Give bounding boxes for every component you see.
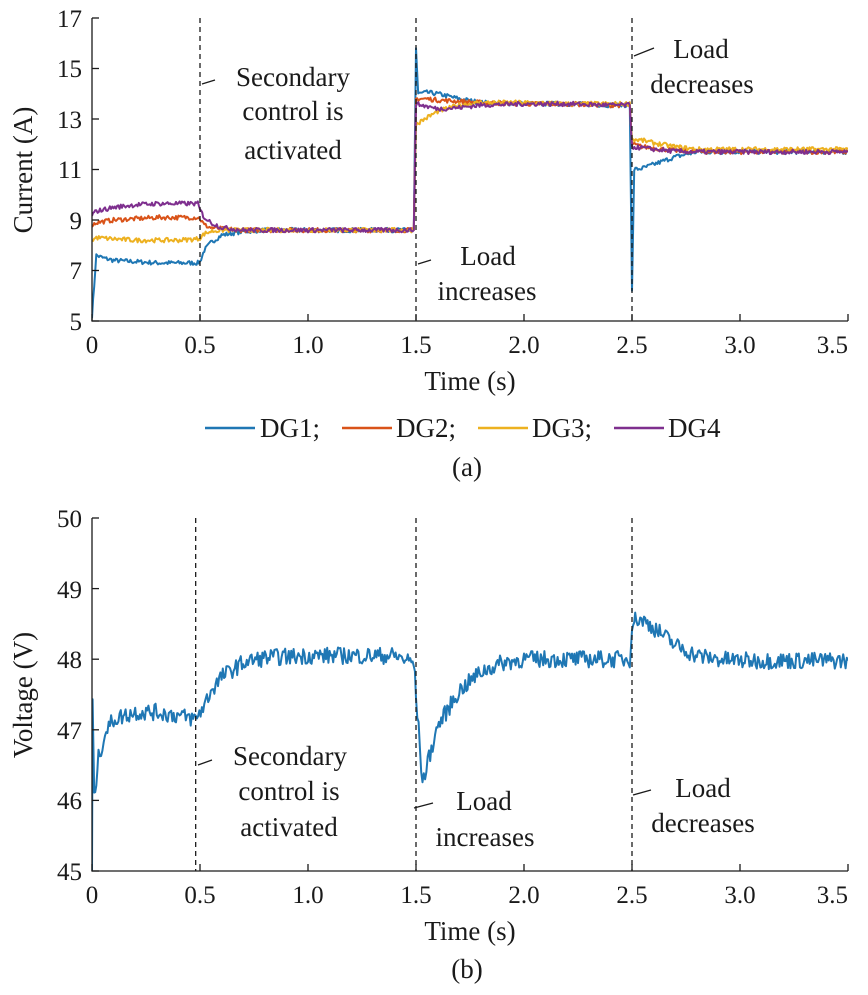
chart-b-annotation-line: activated (240, 812, 338, 842)
chart-a-x-tick-labels: 0 0.5 1.0 1.5 2.0 2.5 3.0 3.5 (86, 332, 848, 359)
chart-b-x-tick-labels: 0 0.5 1.0 1.5 2.0 2.5 3.0 3.5 (86, 882, 848, 909)
chart-b: 45 46 47 48 49 50 0 0.5 1.0 1.5 2.0 2.5 … (8, 506, 849, 984)
chart-b-xtick-label: 0 (86, 882, 99, 909)
chart-b-xtick-label: 1.5 (400, 882, 431, 909)
chart-a-xtick-label: 3.5 (817, 332, 848, 359)
chart-a-xtick-label: 0 (86, 332, 99, 359)
legend-label-dg2: DG2; (396, 413, 456, 443)
chart-a-annotation-line: increases (438, 276, 537, 306)
chart-a-xtick-label: 2.5 (616, 332, 647, 359)
chart-a-annotation-line: control is (242, 96, 343, 126)
chart-b-series-1 (92, 611, 848, 871)
chart-b-ytick-label: 45 (57, 859, 82, 886)
chart-b-xtick-label: 3.5 (817, 882, 848, 909)
chart-b-annotation-line: Secondary (233, 741, 347, 771)
chart-b-ytick-label: 47 (57, 718, 82, 745)
chart-b-annotation-line: Load (456, 786, 512, 816)
chart-b-xtick-label: 3.0 (724, 882, 755, 909)
chart-a-annotation-line: Load (460, 241, 516, 271)
chart-a-xtick-label: 1.0 (292, 332, 323, 359)
chart-a-annotation-secondary: Secondary control is activated (236, 62, 350, 165)
chart-a-annotation-line: decreases (650, 69, 753, 99)
chart-a-y-axis-title: Current (A) (8, 107, 38, 234)
chart-b-event-lines (195, 518, 633, 871)
chart-a-annotation-line: Load (673, 34, 729, 64)
chart-b-annotation-leader (632, 789, 652, 796)
chart-b-annotation-leader (197, 759, 213, 766)
chart-a-annotation-line: Secondary (236, 62, 350, 92)
chart-b-ytick-label: 49 (57, 577, 82, 604)
chart-b-y-axis-title: Voltage (V) (8, 632, 38, 758)
chart-a-xtick-label: 0.5 (184, 332, 215, 359)
chart-b-annotation-line: control is (238, 776, 339, 806)
chart-a-event-lines (199, 18, 633, 321)
chart-b-xtick-label: 1.0 (292, 882, 323, 909)
chart-a-ytick-label: 5 (70, 309, 83, 336)
chart-a-annotation-load-increase: Load increases (438, 241, 537, 306)
legend-label-dg3: DG3; (532, 413, 592, 443)
chart-a-caption: (a) (452, 452, 482, 482)
chart-a-annotation-leader (633, 47, 655, 57)
chart-a-annotation-line: activated (244, 135, 342, 165)
legend-label-dg4: DG4 (668, 413, 721, 443)
chart-a-ytick-label: 11 (58, 157, 82, 184)
chart-a-legend: DG1; DG2; DG3; DG4 (205, 413, 721, 443)
chart-b-annotation-line: decreases (651, 808, 754, 838)
chart-b-xtick-label: 2.0 (508, 882, 539, 909)
chart-b-annotation-line: Load (675, 773, 731, 803)
chart-a-ytick-label: 17 (57, 6, 82, 33)
chart-a-xtick-label: 3.0 (724, 332, 755, 359)
chart-b-x-ticks (91, 864, 849, 871)
chart-b-caption: (b) (451, 954, 482, 984)
chart-a-series-1 (92, 47, 848, 319)
chart-a-x-axis-title: Time (s) (424, 366, 515, 396)
chart-b-annotation-load-increase: Load increases (436, 786, 535, 852)
chart-a-annotation-load-decrease: Load decreases (650, 34, 753, 99)
chart-b-annotation-leader (413, 802, 434, 809)
chart-a: 5 7 9 11 13 15 17 0 0.5 1.0 1.5 2.0 2.5 … (8, 6, 849, 482)
chart-a-y-ticks (92, 17, 99, 322)
chart-b-annotation-load-decrease: Load decreases (651, 773, 754, 838)
chart-a-ytick-label: 9 (70, 208, 83, 235)
chart-a-xtick-label: 2.0 (508, 332, 539, 359)
chart-b-x-axis-title: Time (s) (424, 916, 515, 946)
chart-a-xtick-label: 1.5 (400, 332, 431, 359)
chart-b-y-ticks (92, 517, 99, 872)
chart-b-annotation-line: increases (436, 822, 535, 852)
chart-b-series-layer (92, 611, 848, 871)
chart-b-ytick-label: 48 (57, 647, 82, 674)
chart-b-annotation-secondary: Secondary control is activated (233, 741, 347, 842)
chart-a-annotation-leader (201, 79, 216, 85)
chart-a-ytick-label: 7 (70, 258, 83, 285)
chart-a-series-3 (92, 99, 848, 244)
chart-a-y-tick-labels: 5 7 9 11 13 15 17 (57, 6, 82, 336)
chart-b-xtick-label: 0.5 (184, 882, 215, 909)
chart-b-xtick-label: 2.5 (616, 882, 647, 909)
legend-label-dg1: DG1; (260, 413, 320, 443)
chart-a-annotation-leader (417, 259, 432, 265)
chart-a-x-ticks (91, 314, 849, 321)
chart-b-ytick-label: 46 (57, 788, 82, 815)
chart-a-series-2 (92, 96, 848, 234)
chart-a-series-4 (92, 100, 848, 234)
chart-a-ytick-label: 15 (57, 56, 82, 83)
chart-a-ytick-label: 13 (57, 107, 82, 134)
chart-b-y-tick-labels: 45 46 47 48 49 50 (57, 506, 82, 886)
chart-b-ytick-label: 50 (57, 506, 82, 533)
chart-a-series-layer (92, 47, 848, 319)
